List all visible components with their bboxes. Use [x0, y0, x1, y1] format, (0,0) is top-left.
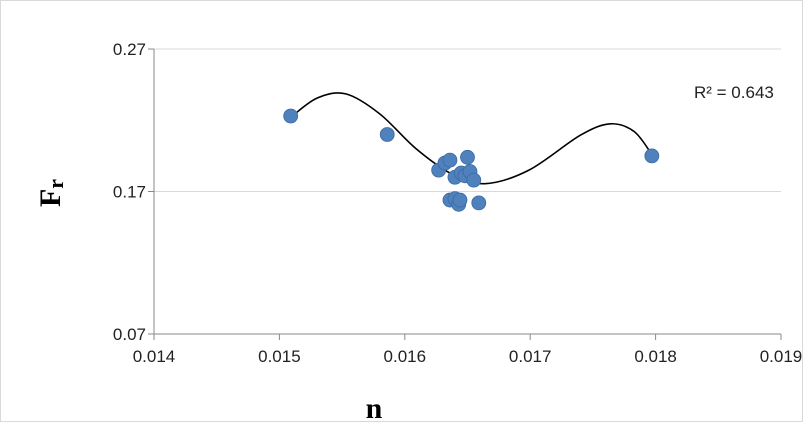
y-axis-title-sub: r	[43, 179, 68, 189]
data-point	[644, 148, 660, 164]
r-squared-annotation: R² = 0.643	[694, 83, 774, 102]
y-axis-title-main: F	[34, 189, 67, 207]
y-tick-label: 0.17	[113, 183, 146, 202]
x-tick-labels: 0.014 0.015 0.016 0.017 0.018 0.019	[133, 347, 802, 366]
x-tick-label: 0.016	[384, 347, 427, 366]
data-point	[471, 195, 487, 211]
data-point	[452, 192, 468, 208]
y-tick-label: 0.27	[113, 40, 146, 59]
x-tick-label: 0.017	[509, 347, 552, 366]
axes	[153, 49, 782, 340]
y-tick-labels: 0.07 0.17 0.27	[113, 40, 146, 344]
data-point	[442, 152, 458, 168]
gridlines	[148, 48, 781, 335]
y-tick-label: 0.07	[113, 325, 146, 344]
data-point	[283, 108, 299, 124]
x-axis-title: n	[366, 392, 383, 421]
y-axis-title: Fr	[34, 179, 68, 207]
data-point	[460, 149, 475, 165]
data-points	[283, 108, 660, 212]
data-point	[466, 172, 482, 188]
x-tick-label: 0.015	[258, 347, 301, 366]
x-tick-label: 0.019	[760, 347, 802, 366]
data-point	[379, 127, 395, 142]
x-tick-label: 0.018	[634, 347, 677, 366]
svg-text:Fr: Fr	[34, 179, 68, 207]
x-tick-label: 0.014	[133, 347, 176, 366]
